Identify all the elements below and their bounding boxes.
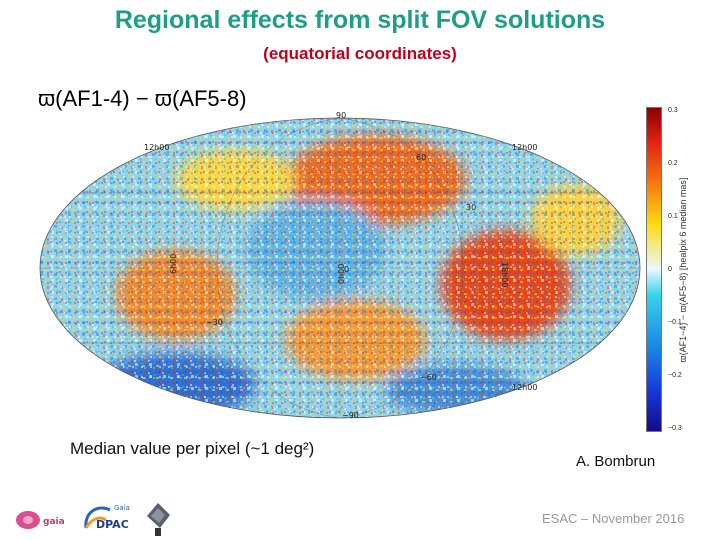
map-caption: Median value per pixel (~1 deg²): [70, 439, 315, 458]
gaia-logo-text: gaia: [43, 517, 65, 527]
grid-label: 30: [466, 203, 476, 212]
grid-label: 12h00: [512, 383, 537, 392]
dpac-logo-text: DPAC: [96, 518, 129, 531]
grid-label: −90: [342, 411, 359, 420]
colorbar: [646, 107, 662, 432]
gaia-logo: gaia: [16, 511, 65, 529]
grid-label: 6h00: [169, 254, 178, 274]
slide-title: Regional effects from split FOV solution…: [114, 6, 606, 34]
grid-label: 90: [336, 111, 346, 120]
colorbar-axis-label: ϖ(AF1−4) − ϖ(AF5−8) [healpix 6 median ma…: [678, 177, 688, 363]
grid-label: 0: [344, 265, 349, 274]
formula-label: ϖ(AF1-4) − ϖ(AF5-8): [38, 86, 247, 111]
sky-map: 90 60 30 0 −30 −60 −90 12h00 12h00 12h00…: [39, 111, 641, 420]
grid-label: 12h00: [512, 143, 537, 152]
colorbar-tick: 0: [668, 266, 672, 273]
colorbar-tick: −0.2: [668, 372, 682, 379]
author-credit: A. Bombrun: [576, 453, 656, 470]
grid-label: 0h00: [337, 264, 346, 284]
dpac-logo: Gaia DPAC: [84, 504, 130, 531]
colorbar-tick: −0.3: [668, 425, 682, 432]
esa-satellite-logo: [147, 503, 170, 536]
grid-label: 18h00: [500, 262, 509, 287]
slide-subtitle: (equatorial coordinates): [263, 44, 457, 63]
colorbar-tick: −0.1: [668, 319, 682, 326]
colorbar-tick: 0.2: [668, 160, 678, 167]
grid-label: 12h00: [144, 143, 169, 152]
grid-label: 60: [416, 153, 426, 162]
grid-label: −60: [420, 373, 437, 382]
grid-label: −30: [206, 318, 223, 327]
dpac-small-text: Gaia: [114, 504, 130, 512]
colorbar-tick: 0.1: [668, 213, 678, 220]
colorbar-tick: 0.3: [668, 107, 678, 114]
footer-text: ESAC – November 2016: [542, 511, 685, 526]
